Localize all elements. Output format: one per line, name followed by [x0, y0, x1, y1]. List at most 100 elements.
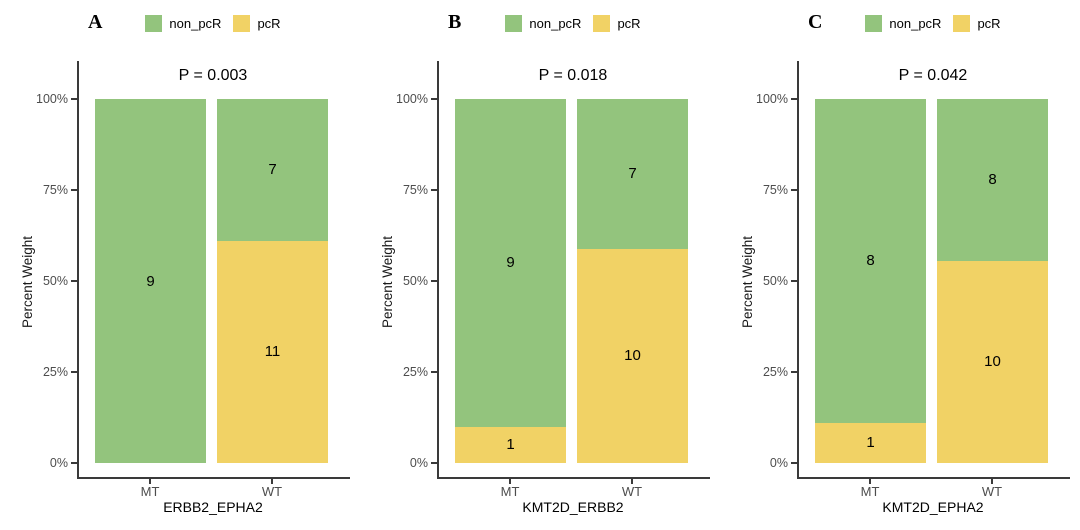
- legend: non_pcR pcR: [437, 13, 709, 33]
- legend-swatch-pcr-icon: [233, 14, 251, 32]
- x-tick: [509, 479, 511, 484]
- legend-label: non_pcR: [169, 15, 222, 31]
- y-tick-label: 50%: [402, 274, 428, 288]
- y-tick-label: 0%: [409, 456, 428, 470]
- y-tick: [71, 98, 77, 100]
- bars-area: 8 1 8 10: [720, 99, 1080, 463]
- stacked-bar-wt: 7 11: [217, 99, 328, 463]
- y-axis-line: [77, 61, 79, 479]
- y-tick: [791, 462, 797, 464]
- bar-segment-non_pcR: 8: [937, 99, 1048, 261]
- y-tick: [71, 462, 77, 464]
- x-tick-label: WT: [981, 484, 1003, 499]
- stacked-bar-mt: 9: [95, 99, 206, 463]
- y-tick-label: 100%: [396, 92, 428, 106]
- panel-letter: B: [448, 11, 462, 33]
- legend-swatch-non-pcr-icon: [145, 14, 163, 32]
- p-value-label: P = 0.003: [178, 67, 248, 84]
- y-tick-label: 75%: [402, 183, 428, 197]
- panel-b: B non_pcR pcR P = 0.018 100% 75% 50% 25%…: [360, 0, 720, 530]
- x-axis-title: KMT2D_EPHA2: [882, 499, 984, 515]
- bar-value-label: 9: [146, 272, 155, 290]
- legend-label: pcR: [617, 15, 641, 31]
- y-tick: [431, 280, 437, 282]
- y-tick-label: 25%: [42, 365, 68, 379]
- y-tick: [431, 189, 437, 191]
- p-value-label: P = 0.018: [538, 67, 608, 84]
- y-tick-label: 75%: [42, 183, 68, 197]
- x-tick: [991, 479, 993, 484]
- panel-c: C non_pcR pcR P = 0.042 100% 75% 50% 25%…: [720, 0, 1080, 530]
- x-tick: [149, 479, 151, 484]
- legend: non_pcR pcR: [77, 13, 349, 33]
- y-tick-label: 0%: [49, 456, 68, 470]
- legend: non_pcR pcR: [797, 13, 1069, 33]
- x-tick-label: MT: [140, 484, 160, 499]
- y-tick: [791, 189, 797, 191]
- y-tick-label: 50%: [42, 274, 68, 288]
- x-axis-title: ERBB2_EPHA2: [163, 499, 263, 515]
- y-tick-label: 0%: [769, 456, 788, 470]
- y-tick: [791, 371, 797, 373]
- legend-label: non_pcR: [889, 15, 942, 31]
- legend-item-pcr: pcR: [953, 14, 1001, 32]
- p-value-label: P = 0.042: [898, 67, 968, 84]
- bar-segment-non_pcR: 9: [95, 99, 206, 463]
- y-tick-label: 25%: [402, 365, 428, 379]
- x-tick: [271, 479, 273, 484]
- y-tick: [71, 371, 77, 373]
- y-tick-label: 100%: [756, 92, 788, 106]
- legend-item-non-pcr: non_pcR: [865, 14, 942, 32]
- bar-value-label: 8: [866, 252, 875, 270]
- bars-area: 9 7 11: [0, 99, 360, 463]
- stacked-bar-wt: 8 10: [937, 99, 1048, 463]
- x-tick-label: WT: [261, 484, 283, 499]
- legend-label: pcR: [257, 15, 281, 31]
- x-axis-line: [797, 477, 1070, 479]
- x-tick-label: WT: [621, 484, 643, 499]
- bar-value-label: 11: [264, 343, 281, 361]
- x-tick-label: MT: [860, 484, 880, 499]
- legend-swatch-pcr-icon: [953, 14, 971, 32]
- y-axis-line: [437, 61, 439, 479]
- bar-value-label: 7: [628, 165, 637, 183]
- bar-segment-pcR: 1: [455, 426, 566, 463]
- bar-value-label: 10: [624, 347, 641, 365]
- bar-value-label: 1: [866, 434, 875, 452]
- legend-item-non-pcr: non_pcR: [145, 14, 222, 32]
- y-tick-label: 100%: [36, 92, 68, 106]
- panel-letter: A: [88, 11, 103, 33]
- x-tick-label: MT: [500, 484, 520, 499]
- bar-value-label: 10: [984, 353, 1001, 371]
- y-tick: [71, 189, 77, 191]
- legend-item-pcr: pcR: [233, 14, 281, 32]
- panel-a: A non_pcR pcR P = 0.003 100% 75% 50% 25%…: [0, 0, 360, 530]
- y-axis-line: [797, 61, 799, 479]
- x-axis-title: KMT2D_ERBB2: [522, 499, 624, 515]
- bar-segment-non_pcR: 7: [217, 99, 328, 241]
- bar-value-label: 9: [506, 254, 515, 272]
- y-tick-label: 25%: [762, 365, 788, 379]
- stacked-bar-wt: 7 10: [577, 99, 688, 463]
- y-tick: [431, 462, 437, 464]
- legend-label: non_pcR: [529, 15, 582, 31]
- bars-area: 9 1 7 10: [360, 99, 720, 463]
- bar-segment-pcR: 10: [577, 248, 688, 463]
- bar-segment-non_pcR: 7: [577, 99, 688, 249]
- y-tick-label: 75%: [762, 183, 788, 197]
- x-axis-line: [437, 477, 710, 479]
- x-axis-line: [77, 477, 350, 479]
- legend-swatch-non-pcr-icon: [865, 14, 883, 32]
- bar-value-label: 7: [268, 161, 277, 179]
- bar-segment-non_pcR: 9: [455, 99, 566, 427]
- bar-segment-non_pcR: 8: [815, 99, 926, 423]
- bar-value-label: 8: [988, 171, 997, 189]
- bar-value-label: 1: [506, 436, 515, 454]
- legend-item-pcr: pcR: [593, 14, 641, 32]
- legend-item-non-pcr: non_pcR: [505, 14, 582, 32]
- y-tick: [791, 280, 797, 282]
- y-tick: [431, 98, 437, 100]
- bar-segment-pcR: 1: [815, 422, 926, 463]
